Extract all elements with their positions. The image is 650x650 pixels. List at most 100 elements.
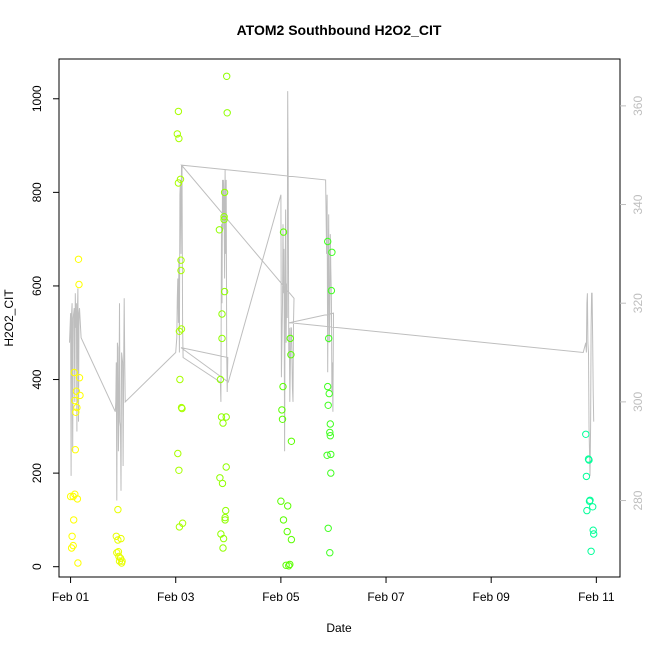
y2-tick-label: 340	[631, 194, 645, 214]
data-point	[69, 541, 77, 550]
data-point	[590, 530, 598, 538]
data-point	[70, 368, 78, 377]
x-axis-label: Date	[326, 621, 352, 635]
y2-tick-label: 300	[631, 392, 645, 412]
data-point	[219, 544, 227, 552]
data-point	[176, 375, 184, 384]
data-point	[69, 492, 77, 501]
y-tick-label: 0	[30, 563, 44, 570]
data-point	[178, 519, 187, 527]
data-point	[220, 188, 229, 197]
x-tick-label: Feb 09	[473, 590, 511, 604]
data-point	[117, 534, 125, 543]
data-point	[327, 450, 335, 459]
data-point	[218, 479, 227, 488]
h2o2-trace-line	[69, 91, 595, 501]
data-point	[325, 334, 333, 343]
data-point	[287, 351, 295, 359]
y-tick-label: 200	[30, 463, 44, 483]
data-point	[72, 408, 80, 416]
data-point	[586, 496, 594, 504]
data-point	[323, 451, 331, 459]
data-point	[112, 532, 121, 540]
data-point	[583, 506, 591, 515]
data-point	[589, 503, 597, 511]
data-point	[324, 237, 332, 246]
data-point	[325, 389, 333, 398]
data-point	[218, 310, 226, 318]
data-point	[216, 375, 225, 384]
data-point	[279, 516, 288, 524]
data-point	[174, 107, 183, 116]
data-point	[279, 382, 287, 391]
data-point	[220, 215, 228, 224]
x-tick-label: Feb 11	[578, 590, 615, 604]
data-point	[66, 492, 75, 501]
data-point	[113, 549, 121, 557]
x-tick-label: Feb 07	[367, 590, 405, 604]
data-point	[324, 382, 332, 391]
data-point	[327, 469, 335, 477]
data-point	[279, 228, 288, 236]
series-line-layer	[69, 91, 595, 501]
x-tick-label: Feb 03	[157, 590, 195, 604]
data-point	[176, 175, 185, 184]
y-axis-right: 280 300 320 340 360	[620, 96, 645, 511]
data-point	[220, 213, 228, 221]
data-point	[223, 72, 231, 81]
data-point	[178, 404, 186, 413]
data-point	[114, 505, 122, 514]
data-point	[74, 559, 82, 567]
x-axis: Feb 01 Feb 03 Feb 05 Feb 07 Feb 09 Feb 11	[52, 577, 615, 604]
data-point	[222, 413, 230, 421]
data-point	[286, 560, 294, 569]
y-axis-label: H2O2_CIT	[2, 289, 16, 347]
data-point	[175, 134, 183, 143]
data-point	[220, 287, 229, 296]
data-point	[278, 406, 286, 414]
data-point	[327, 286, 336, 295]
data-point	[282, 561, 290, 569]
data-point	[114, 548, 123, 556]
data-point	[326, 428, 334, 437]
plot-frame	[58, 58, 621, 578]
data-point	[75, 280, 83, 289]
data-point	[74, 255, 83, 263]
data-point	[278, 415, 287, 423]
data-point	[284, 502, 292, 510]
data-point	[218, 334, 226, 343]
y2-tick-label: 320	[631, 293, 645, 313]
data-point	[223, 109, 231, 117]
data-point	[326, 420, 334, 428]
data-point	[277, 497, 285, 505]
y-tick-label: 600	[30, 276, 44, 296]
data-point	[286, 334, 294, 343]
data-point	[589, 526, 597, 534]
data-point	[326, 549, 334, 557]
data-point	[76, 391, 84, 400]
data-point	[175, 466, 183, 474]
data-point	[587, 547, 595, 555]
data-point	[221, 516, 229, 524]
data-point	[177, 256, 185, 264]
data-points-layer	[66, 72, 598, 570]
y-tick-label: 400	[30, 369, 44, 389]
data-point	[71, 396, 79, 405]
data-point	[219, 534, 228, 543]
data-point	[326, 432, 334, 440]
y2-tick-label: 280	[631, 490, 645, 510]
data-point	[173, 130, 182, 138]
data-point	[285, 562, 293, 570]
data-point	[71, 446, 80, 454]
data-point	[287, 437, 296, 445]
data-point	[175, 327, 184, 335]
x-tick-label: Feb 01	[52, 590, 90, 604]
data-point	[68, 532, 76, 540]
data-point	[219, 419, 227, 427]
data-point	[328, 248, 336, 257]
data-point	[118, 557, 126, 565]
data-point	[174, 179, 183, 187]
data-point	[72, 387, 81, 395]
x-tick-label: Feb 05	[262, 590, 300, 604]
